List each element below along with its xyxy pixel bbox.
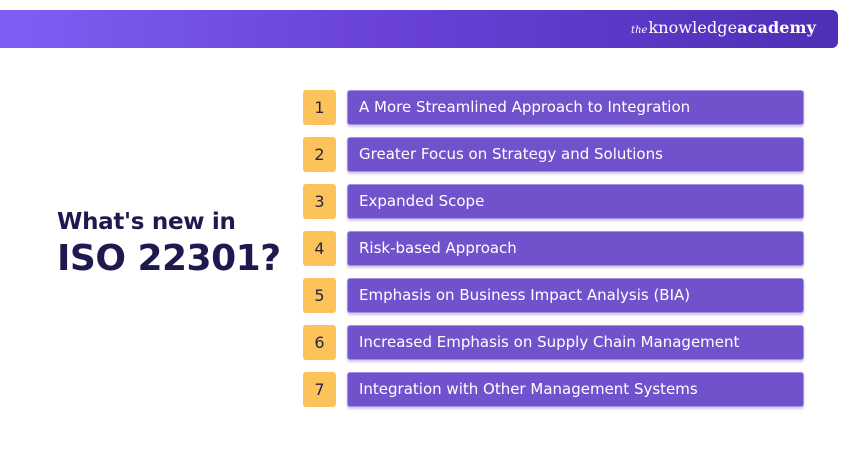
- heading-line-1: What's new in: [57, 209, 236, 235]
- item-number-badge: 4: [303, 231, 336, 266]
- header-banner: the knowledge academy: [0, 10, 838, 48]
- heading-line-2: ISO 22301?: [57, 238, 281, 279]
- brand-prefix: the: [631, 25, 648, 36]
- item-number-badge: 5: [303, 278, 336, 313]
- page-heading: What's new in ISO 22301?: [57, 207, 281, 281]
- item-label: A More Streamlined Approach to Integrati…: [347, 90, 804, 125]
- list-item: 6 Increased Emphasis on Supply Chain Man…: [303, 325, 804, 360]
- list-item: 1 A More Streamlined Approach to Integra…: [303, 90, 804, 125]
- item-label: Greater Focus on Strategy and Solutions: [347, 137, 804, 172]
- list-item: 4 Risk-based Approach: [303, 231, 804, 266]
- item-number-badge: 2: [303, 137, 336, 172]
- list-item: 3 Expanded Scope: [303, 184, 804, 219]
- list-item: 5 Emphasis on Business Impact Analysis (…: [303, 278, 804, 313]
- item-number-badge: 7: [303, 372, 336, 407]
- brand-name-light: knowledge: [648, 18, 738, 37]
- item-number-badge: 3: [303, 184, 336, 219]
- item-number-badge: 6: [303, 325, 336, 360]
- item-number-badge: 1: [303, 90, 336, 125]
- item-label: Risk-based Approach: [347, 231, 804, 266]
- item-label: Emphasis on Business Impact Analysis (BI…: [347, 278, 804, 313]
- changes-list: 1 A More Streamlined Approach to Integra…: [303, 90, 804, 419]
- item-label: Increased Emphasis on Supply Chain Manag…: [347, 325, 804, 360]
- brand-name-bold: academy: [737, 18, 816, 37]
- list-item: 7 Integration with Other Management Syst…: [303, 372, 804, 407]
- brand-logo: the knowledge academy: [631, 18, 816, 37]
- item-label: Integration with Other Management System…: [347, 372, 804, 407]
- item-label: Expanded Scope: [347, 184, 804, 219]
- list-item: 2 Greater Focus on Strategy and Solution…: [303, 137, 804, 172]
